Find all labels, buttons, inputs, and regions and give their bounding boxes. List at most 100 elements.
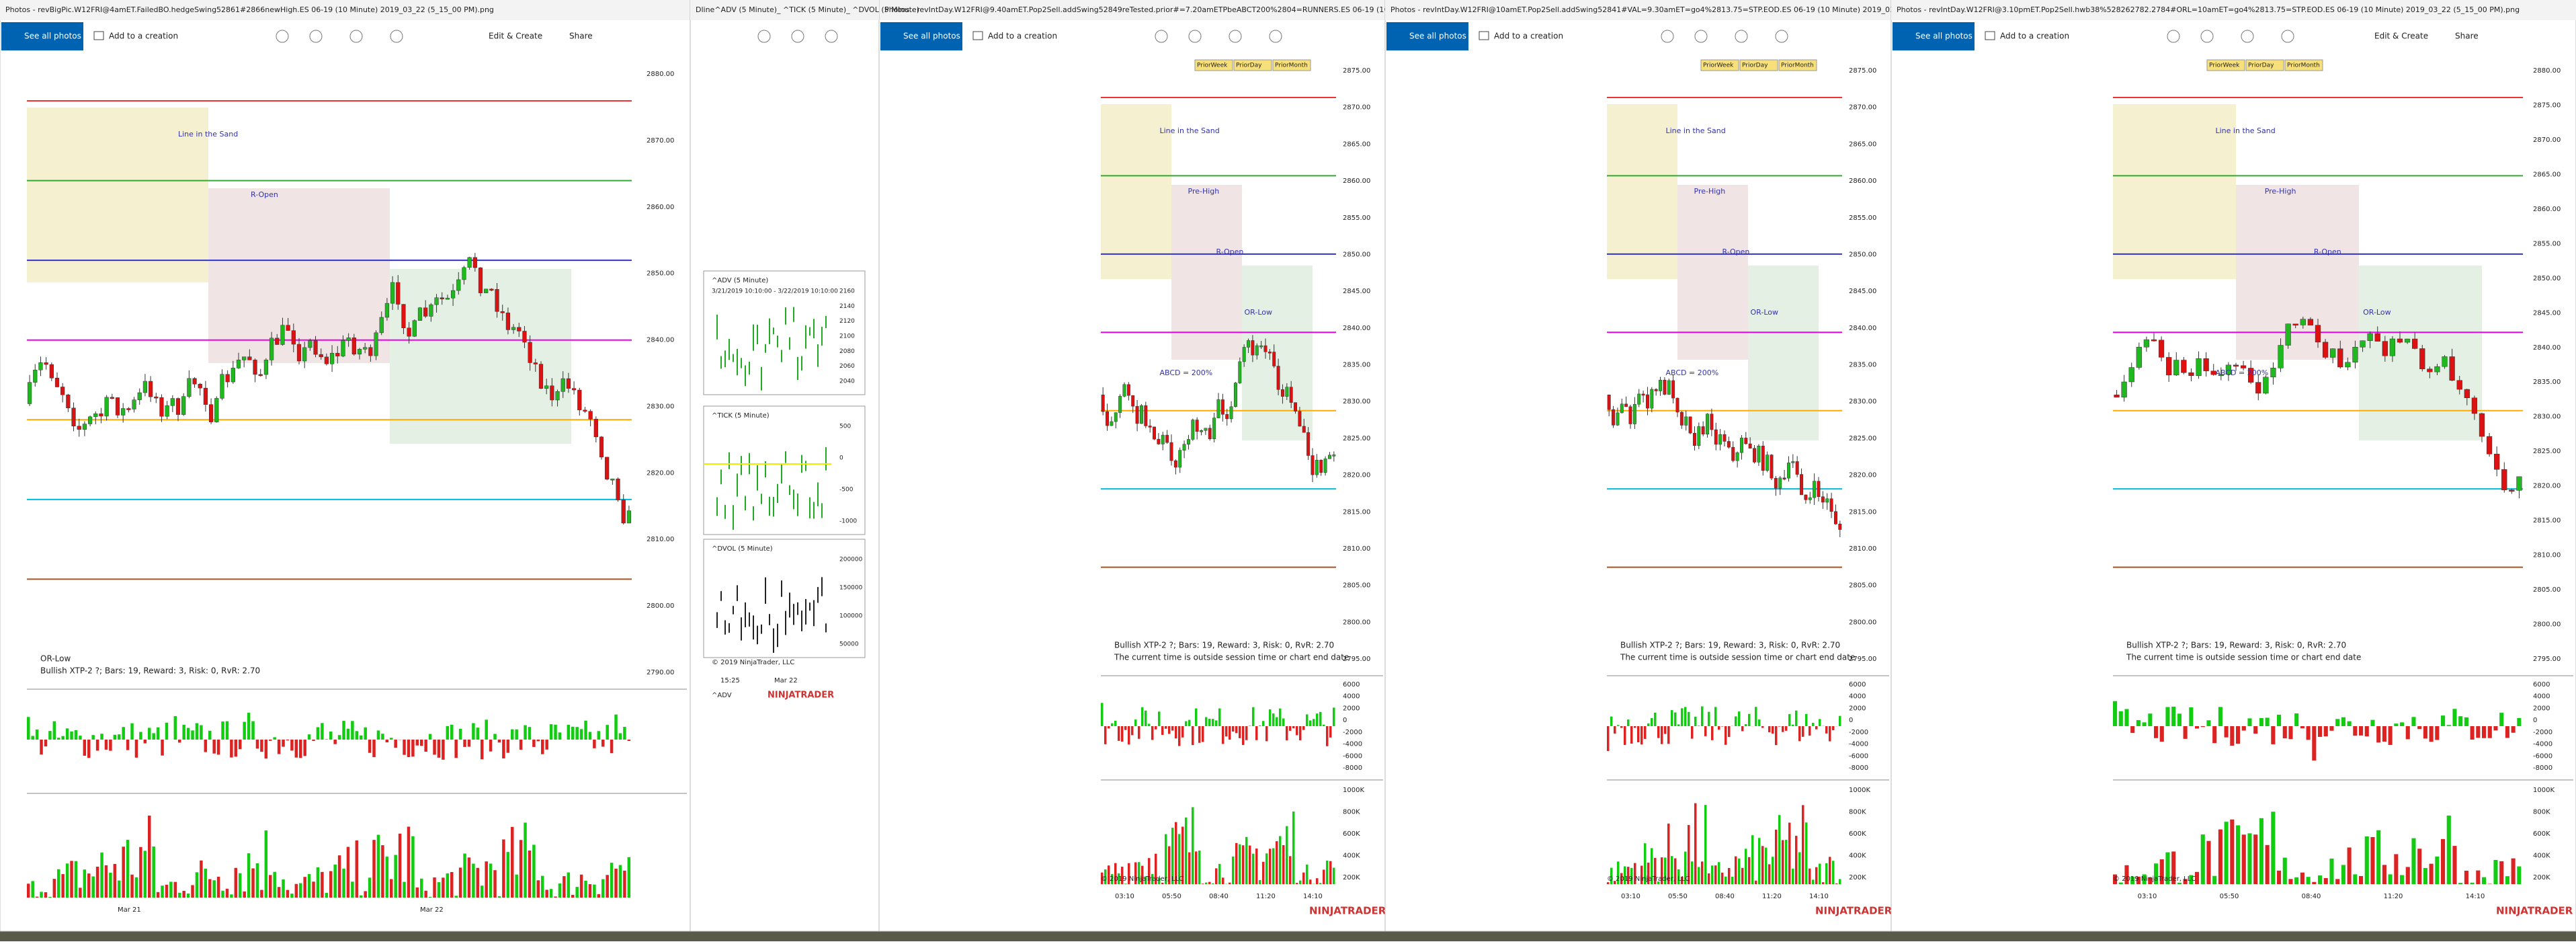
add-to-creation[interactable]: Add to a creation (988, 32, 1057, 41)
indicator-bar (1782, 840, 1784, 884)
indicator-bar (139, 732, 142, 740)
price-tick-label: 2835.00 (2533, 379, 2561, 386)
indicator-bar (1644, 726, 1647, 739)
candle (599, 437, 604, 457)
indicator-bar (1259, 880, 1261, 884)
candle (1685, 417, 1688, 426)
candle (1736, 453, 1739, 461)
indicator-bar (2253, 834, 2257, 884)
candle (116, 397, 120, 415)
indicator-bar (130, 875, 134, 898)
indicator-bar (1614, 726, 1616, 734)
indicator-bar (27, 883, 30, 898)
candle (1259, 346, 1262, 347)
candle (622, 500, 626, 523)
indicator-bar (1761, 726, 1764, 728)
volume2-tick-label: 400K (1849, 853, 1866, 860)
add-to-creation[interactable]: Add to a creation (1494, 32, 1563, 41)
indicator-bar (593, 740, 596, 748)
indicator-bar (463, 853, 466, 898)
indicator-bar (286, 890, 290, 898)
indicator-bar (442, 877, 445, 898)
indicator-bar (2447, 725, 2451, 726)
candle (1333, 455, 1335, 456)
indicator-bar (230, 740, 233, 758)
ninjatrader-logo: NINJATRADER (1815, 905, 1893, 917)
edit-and-create[interactable]: Edit & Create (489, 32, 542, 41)
indicator-bar (2417, 726, 2421, 729)
indicator-bar (433, 877, 436, 898)
candle (154, 397, 158, 398)
candle (39, 362, 43, 370)
indicator-bar (493, 870, 497, 898)
candle (220, 375, 224, 399)
candle (1667, 381, 1670, 395)
price-tick-label: 2830.00 (2533, 414, 2561, 421)
candle (605, 457, 609, 479)
indicator-bar (2218, 830, 2222, 884)
indicator-bar (178, 740, 181, 743)
price-tick-label: 2845.00 (2533, 309, 2561, 317)
candle (2509, 490, 2514, 491)
indicator-bar (411, 836, 415, 898)
see-all-photos[interactable]: See all photos (24, 32, 81, 41)
indicator-bar (481, 886, 484, 898)
indicator-bar (1208, 719, 1211, 726)
candle (429, 305, 433, 316)
indicator-bar (204, 869, 208, 898)
candle (2435, 366, 2440, 372)
indicator-bar (87, 740, 91, 758)
indicator-bar (2283, 726, 2287, 738)
volume2-tick-label: 200K (1343, 874, 1360, 881)
candle (435, 298, 439, 305)
indicator-bar (152, 847, 155, 898)
candle (77, 426, 81, 430)
indicator-bar (1306, 715, 1308, 726)
indicator-bar (593, 885, 596, 898)
add-to-creation[interactable]: Add to a creation (109, 32, 178, 41)
candle (1702, 426, 1704, 434)
candle (407, 328, 411, 336)
candle (1187, 439, 1190, 444)
edit-and-create[interactable]: Edit & Create (2374, 32, 2428, 41)
price-tick-label: 2855.00 (1343, 214, 1370, 222)
see-all-photos[interactable]: See all photos (903, 32, 960, 41)
candle (2255, 383, 2261, 393)
indicator-bar (290, 740, 294, 750)
see-all-photos[interactable]: See all photos (1409, 32, 1466, 41)
indicator-bar (2259, 818, 2263, 884)
indicator-bar (515, 875, 518, 898)
indicator-bar (2171, 707, 2175, 726)
indicator-bar (1316, 713, 1319, 726)
share[interactable]: Share (2455, 32, 2479, 41)
candle (1183, 444, 1186, 450)
indicator-bar (589, 732, 592, 740)
indicator-bar (502, 740, 505, 758)
see-all-photos[interactable]: See all photos (1915, 32, 1972, 41)
indicator-bar (2476, 726, 2480, 738)
indicator-bar (2517, 867, 2521, 884)
indicator-bar (122, 727, 125, 740)
candle (611, 479, 615, 480)
indicator-bar (2300, 726, 2304, 728)
indicator-bar (217, 740, 220, 754)
candle (2286, 324, 2291, 346)
indicator-bar (2394, 854, 2398, 884)
add-to-creation[interactable]: Add to a creation (2000, 32, 2069, 41)
indicator-bar (48, 731, 52, 740)
indicator-bar (96, 867, 99, 898)
candle (1226, 414, 1229, 419)
header-tab-label: PriorWeek (2209, 63, 2240, 69)
indicator-bar (182, 891, 185, 898)
candle (1676, 398, 1679, 412)
indicator-bar (2517, 718, 2521, 726)
indicator-bar (1323, 725, 1325, 726)
indicator-bar (2511, 859, 2516, 884)
indicator-bar (165, 885, 169, 898)
share[interactable]: Share (569, 32, 593, 41)
candle (1212, 418, 1215, 439)
indicator-bar (105, 740, 108, 750)
indicator-bar (79, 888, 82, 898)
indicator-bar (1839, 879, 1841, 884)
indicator-bar (1741, 726, 1744, 732)
